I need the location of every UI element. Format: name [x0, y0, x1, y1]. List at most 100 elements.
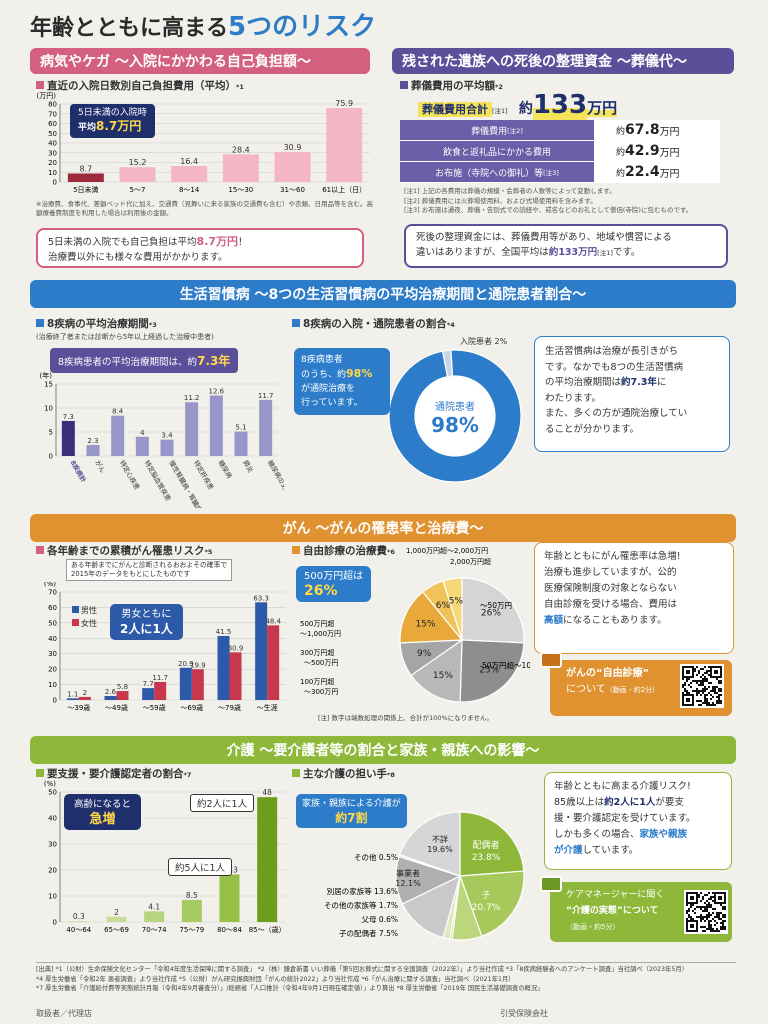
lifestyle-summary-l3a: の平均治療期間は — [545, 377, 622, 388]
funeral-row-value: 約 22.4 万円 — [594, 162, 720, 182]
cancer-summary: 年齢とともにがん罹患率は急増! 治療も進歩していますが、公的 医療保険制度の対象… — [534, 542, 734, 654]
footer-agent: 取扱者／代理店 — [36, 1009, 92, 1018]
qr-module — [682, 674, 684, 676]
data-label: 8.5 — [186, 891, 198, 900]
care-summary-value: 約2人に1人 — [604, 797, 656, 808]
data-label: 19.9 — [190, 661, 206, 669]
qr-module — [704, 698, 706, 700]
qr-module — [720, 896, 722, 898]
qr-module — [686, 698, 688, 700]
funeral-table: 葬儀費用 [注2] 約 67.8 万円 飲食と返礼品にかかる費用約 42.9 万円 お布施（寺… — [400, 120, 720, 183]
data-label: 2.3 — [87, 437, 98, 445]
bar — [191, 669, 204, 700]
qr-module — [700, 704, 702, 706]
qr-module — [686, 666, 688, 668]
lifestyle-callout-text: 8疾病患者の平均治療期間は、約 — [58, 357, 198, 368]
y-tick-label: 0 — [53, 697, 57, 705]
pie-label-outer: 500万円超 — [300, 619, 334, 628]
qr-module — [722, 908, 724, 910]
x-tick-label: 5〜7 — [130, 186, 146, 194]
qr-module — [706, 916, 708, 918]
bar — [119, 167, 156, 182]
qr-module — [698, 700, 700, 702]
qr-module — [688, 916, 690, 918]
qr-module — [716, 914, 718, 916]
funeral-summary-a: 死後の整理資金には、葬儀費用等があり、地域や慣習による — [416, 232, 672, 243]
qr-module — [690, 930, 692, 932]
cancer-qr-code-icon[interactable] — [680, 664, 724, 708]
qr-module — [704, 680, 706, 682]
qr-module — [714, 670, 716, 672]
qr-module — [686, 926, 688, 928]
pie-label-outer: 〜1,000万円 — [300, 630, 341, 638]
qr-module — [686, 904, 688, 906]
qr-module — [700, 680, 702, 682]
care-ratio-heading: 要支援・要介護認定者の割合*7 — [36, 766, 191, 781]
qr-module — [686, 898, 688, 900]
qr-module — [710, 704, 712, 706]
funeral-total-unit: 万円 — [587, 99, 618, 117]
y-tick-label: 50 — [48, 130, 57, 138]
caregiver-callout: 家族・親族による介護が 約7割 — [296, 794, 407, 828]
outpatient-callout-l4: 行っています。 — [301, 398, 363, 408]
care-video-l1: ケアマネージャーに聞く — [566, 890, 665, 900]
qr-module — [690, 926, 692, 928]
qr-module — [712, 896, 714, 898]
qr-module — [724, 898, 726, 900]
slice-label: 25% — [479, 665, 499, 675]
qr-module — [704, 930, 706, 932]
qr-module — [686, 700, 688, 702]
y-tick-label: 0 — [53, 179, 57, 187]
qr-module — [690, 920, 692, 922]
section-lifestyle-band: 生活習慣病 〜8つの生活習慣病の平均治療期間と通院患者割合〜 — [30, 280, 736, 308]
qr-module — [684, 690, 686, 692]
funeral-heading: 葬儀費用の平均額*2 — [400, 78, 503, 93]
qr-module — [712, 686, 714, 688]
qr-module — [696, 694, 698, 696]
pie-label-outer: 100万円超 — [300, 677, 334, 686]
qr-module — [684, 666, 686, 668]
qr-module — [710, 676, 712, 678]
qr-module — [690, 666, 692, 668]
qr-module — [716, 692, 718, 694]
cancer-risk-sub-l1: ある年齢までにがんと診断されるおおよその確率で — [71, 561, 228, 569]
pie-slice — [441, 349, 454, 378]
qr-module — [708, 692, 710, 694]
qr-module — [720, 928, 722, 930]
qr-module — [724, 900, 726, 902]
qr-module — [714, 672, 716, 674]
bar — [66, 698, 79, 700]
qr-module — [710, 690, 712, 692]
pie-label-inner: 50万円超〜100万円 — [482, 661, 530, 670]
qr-module — [694, 680, 696, 682]
qr-module — [702, 678, 704, 680]
qr-module — [686, 692, 688, 694]
x-tick-label: 特定心疾患 — [118, 459, 142, 492]
hospital-summary: 5日未満の入院でも自己負担は平均8.7万円！ 治療費以外にも様々な費用がかかりま… — [36, 228, 364, 268]
qr-module — [716, 916, 718, 918]
bar — [185, 402, 199, 456]
title-prefix: 年齢とともに高まる — [30, 16, 229, 41]
qr-module — [686, 928, 688, 930]
qr-module — [718, 698, 720, 700]
care-qr-code-icon[interactable] — [684, 890, 728, 934]
qr-module — [696, 926, 698, 928]
qr-module — [694, 908, 696, 910]
qr-module — [714, 930, 716, 932]
bar — [135, 436, 149, 456]
qr-module — [724, 920, 726, 922]
qr-module — [688, 698, 690, 700]
bar — [61, 420, 75, 456]
qr-module — [696, 928, 698, 930]
qr-module — [682, 704, 684, 706]
qr-module — [716, 678, 718, 680]
y-tick-label: 30 — [48, 841, 57, 849]
qr-module — [704, 894, 706, 896]
funeral-table-row: お布施（寺院への御礼）等 [注3] 約 22.4 万円 — [400, 162, 720, 183]
x-tick-label: 8疾病計 — [69, 459, 89, 485]
care-summary-l5: が介護 — [554, 845, 583, 856]
cancer-callout-l2: 2人に1人 — [120, 622, 173, 636]
x-tick-label: 61以上（日） — [322, 185, 366, 194]
qr-module — [686, 678, 688, 680]
qr-module — [702, 682, 704, 684]
